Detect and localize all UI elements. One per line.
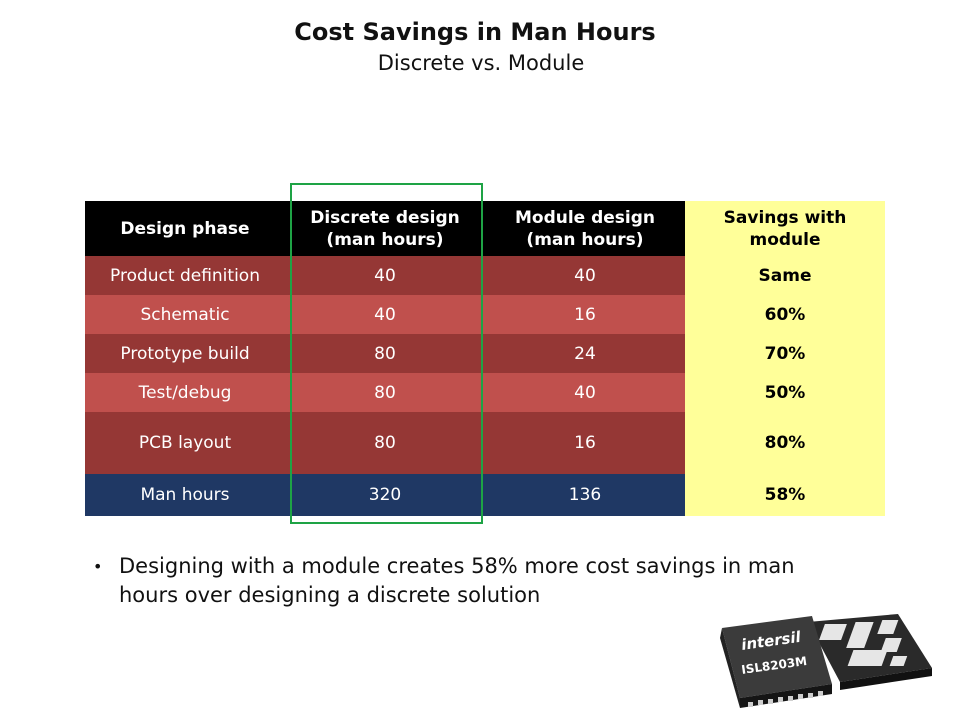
header-savings: Savings with module bbox=[685, 201, 885, 256]
cell-savings: Same bbox=[685, 256, 885, 295]
cell-discrete: 80 bbox=[285, 334, 485, 373]
table-header-row: Design phase Discrete design (man hours) … bbox=[85, 201, 885, 256]
cell-discrete: 40 bbox=[285, 295, 485, 334]
table-row: Schematic 40 16 60% bbox=[85, 295, 885, 334]
cell-phase: Product definition bbox=[85, 256, 285, 295]
table-row: Product definition 40 40 Same bbox=[85, 256, 885, 295]
cell-phase: Test/debug bbox=[85, 373, 285, 412]
table-row: Prototype build 80 24 70% bbox=[85, 334, 885, 373]
cell-savings: 60% bbox=[685, 295, 885, 334]
cell-savings: 70% bbox=[685, 334, 885, 373]
cell-module: 40 bbox=[485, 373, 685, 412]
cell-savings: 50% bbox=[685, 373, 885, 412]
cost-comparison-table: Design phase Discrete design (man hours) … bbox=[85, 201, 885, 516]
cell-discrete: 80 bbox=[285, 373, 485, 412]
chip-image: intersil ISL8203M bbox=[700, 610, 940, 720]
cell-total-discrete: 320 bbox=[285, 474, 485, 516]
chip-icon: intersil ISL8203M bbox=[720, 614, 932, 708]
header-module-design: Module design (man hours) bbox=[485, 201, 685, 256]
cell-discrete: 40 bbox=[285, 256, 485, 295]
cell-total-savings: 58% bbox=[685, 474, 885, 516]
cell-phase: Prototype build bbox=[85, 334, 285, 373]
cell-total-module: 136 bbox=[485, 474, 685, 516]
slide-title: Cost Savings in Man Hours bbox=[294, 18, 656, 46]
bullet-text: Designing with a module creates 58% more… bbox=[119, 554, 795, 607]
cell-total-label: Man hours bbox=[85, 474, 285, 516]
header-design-phase: Design phase bbox=[85, 201, 285, 256]
cell-module: 24 bbox=[485, 334, 685, 373]
slide-subtitle: Discrete vs. Module bbox=[377, 51, 585, 75]
table-row: PCB layout 80 16 80% bbox=[85, 412, 885, 474]
cell-savings: 80% bbox=[685, 412, 885, 474]
cell-module: 40 bbox=[485, 256, 685, 295]
bullet-dot-icon: • bbox=[93, 557, 103, 576]
cell-module: 16 bbox=[485, 295, 685, 334]
header-discrete-design: Discrete design (man hours) bbox=[285, 201, 485, 256]
cell-phase: Schematic bbox=[85, 295, 285, 334]
table-total-row: Man hours 320 136 58% bbox=[85, 474, 885, 516]
cell-discrete: 80 bbox=[285, 412, 485, 474]
cell-phase: PCB layout bbox=[85, 412, 285, 474]
cell-module: 16 bbox=[485, 412, 685, 474]
table-row: Test/debug 80 40 50% bbox=[85, 373, 885, 412]
